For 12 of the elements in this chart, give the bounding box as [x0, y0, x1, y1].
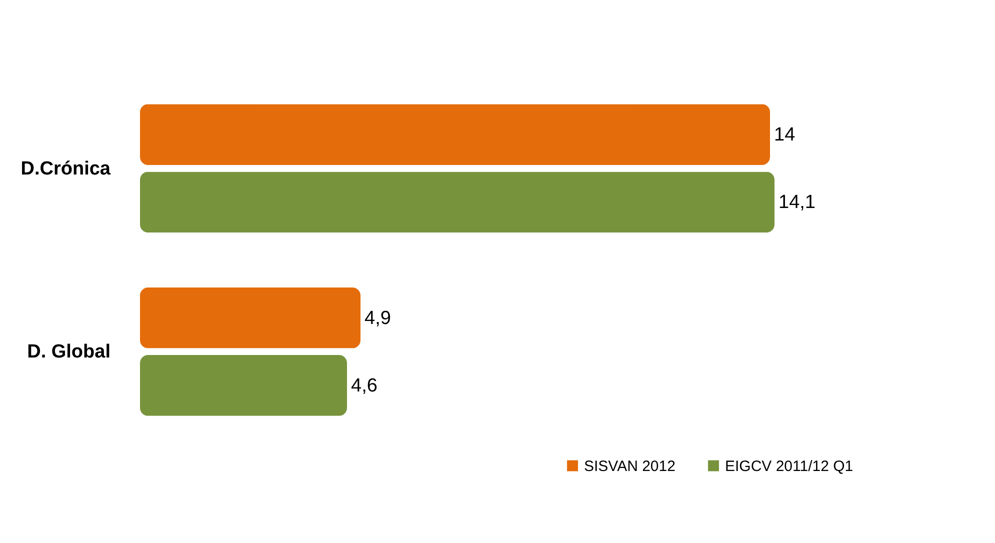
y-tick-label: D.Crónica: [20, 158, 111, 180]
legend-label: EIGCV 2011/12 Q1: [725, 458, 854, 475]
data-label: 4,9: [364, 308, 391, 329]
bar: [140, 104, 770, 165]
data-label: 4,6: [351, 375, 378, 396]
data-label: 14: [774, 124, 796, 146]
bar: [140, 288, 360, 348]
bar: [140, 355, 347, 416]
bar: [140, 172, 774, 232]
legend-label: SISVAN 2012: [584, 458, 676, 475]
y-tick-label: D. Global: [27, 342, 110, 363]
data-label: 14,1: [778, 192, 816, 214]
